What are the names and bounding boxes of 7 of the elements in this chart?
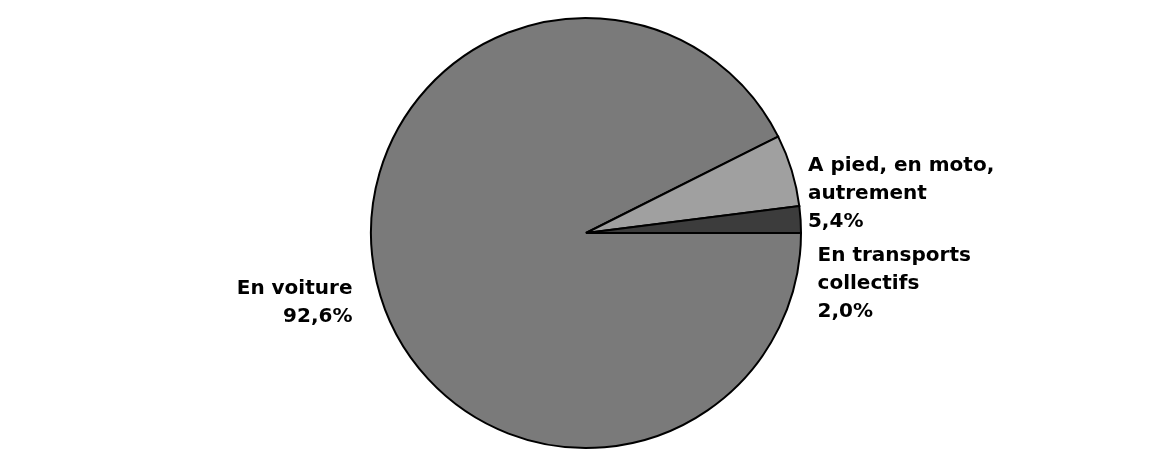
slice-label: A pied, en moto, autrement [807,152,995,205]
data-label: 92,6% [283,303,353,328]
data-label: 2,0% [817,297,874,322]
slice-label: En transports collectifs [817,241,971,294]
pie-slice [370,17,802,449]
data-label: 5,4% [807,208,864,233]
slice-label: En voiture [236,275,353,300]
